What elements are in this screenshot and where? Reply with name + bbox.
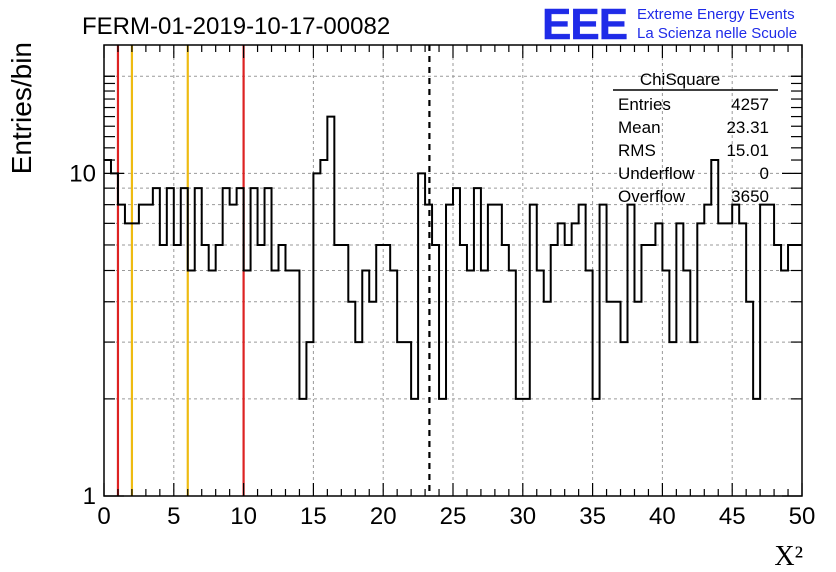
x-tick-label: 15 <box>300 503 327 530</box>
x-tick-label: 30 <box>509 503 536 530</box>
x-tick-label: 5 <box>167 503 180 530</box>
x-tick-label: 45 <box>719 503 746 530</box>
axis-ticks <box>103 45 803 497</box>
stats-box: ChiSquare Entries 4257 Mean 23.31 RMS 15… <box>613 70 778 206</box>
stats-rms-label: RMS <box>618 141 656 160</box>
logo-text: EEE <box>542 0 627 49</box>
x-tick-label: 20 <box>370 503 397 530</box>
stats-title: ChiSquare <box>640 70 720 89</box>
chart-title: FERM-01-2019-10-17-00082 <box>82 13 390 40</box>
stats-overflow-label: Overflow <box>618 187 686 206</box>
histogram-series <box>104 115 802 400</box>
grid-lines <box>104 45 802 496</box>
stats-entries-label: Entries <box>618 95 671 114</box>
y-tick-labels: 1 10 <box>69 160 96 510</box>
logo-line1: Extreme Energy Events <box>637 6 795 23</box>
eee-logo: EEE Extreme Energy Events La Scienza nel… <box>542 0 797 49</box>
stats-overflow-value: 3650 <box>731 187 769 206</box>
stats-underflow-value: 0 <box>760 164 769 183</box>
x-tick-label: 40 <box>649 503 676 530</box>
y-axis-label: Entries/bin <box>6 42 37 174</box>
x-axis-label: X² <box>774 541 803 572</box>
y-tick-label: 1 <box>83 483 96 510</box>
stats-entries-value: 4257 <box>731 95 769 114</box>
x-tick-label: 10 <box>230 503 257 530</box>
stats-mean-label: Mean <box>618 118 661 137</box>
logo-line2: La Scienza nelle Scuole <box>637 25 797 42</box>
stats-mean-value: 23.31 <box>726 118 769 137</box>
x-tick-labels: 0 5 10 15 20 25 30 35 40 45 50 <box>97 503 815 530</box>
x-tick-label: 35 <box>579 503 606 530</box>
stats-underflow-label: Underflow <box>618 164 695 183</box>
x-tick-label: 50 <box>789 503 816 530</box>
x-tick-label: 25 <box>440 503 467 530</box>
y-tick-label: 10 <box>69 160 96 187</box>
stats-rms-value: 15.01 <box>726 141 769 160</box>
x-tick-label: 0 <box>97 503 110 530</box>
